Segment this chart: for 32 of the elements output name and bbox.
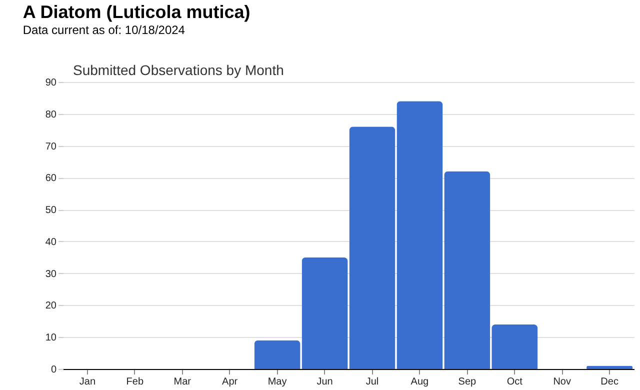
x-tick-label: Nov bbox=[553, 376, 571, 388]
x-tick-label: Apr bbox=[222, 376, 238, 388]
y-tick-label: 20 bbox=[45, 300, 57, 312]
y-tick-label: 80 bbox=[45, 109, 57, 120]
bar bbox=[492, 324, 538, 369]
y-tick-label: 0 bbox=[50, 364, 57, 376]
x-tick-label: Mar bbox=[174, 376, 192, 388]
bar bbox=[444, 171, 490, 369]
bar bbox=[254, 340, 300, 369]
bar bbox=[396, 101, 443, 369]
y-tick-label: 40 bbox=[45, 236, 57, 248]
text: Submitted Observations by Month bbox=[73, 62, 284, 78]
x-tick-label: Jun bbox=[316, 376, 333, 388]
y-tick-label: 90 bbox=[45, 78, 57, 88]
y-tick-label: 30 bbox=[45, 268, 57, 280]
x-tick-label: Feb bbox=[126, 376, 144, 388]
x-tick-label: Dec bbox=[600, 376, 618, 388]
y-tick-label: 10 bbox=[45, 332, 57, 344]
x-tick-label: Sep bbox=[458, 376, 476, 388]
chart-subtitle: Data current as of: 10/18/2024 bbox=[22, 23, 186, 37]
y-tick-label: 50 bbox=[45, 205, 57, 216]
x-tick-label: Jul bbox=[366, 376, 379, 388]
y-tick-label: 70 bbox=[45, 141, 57, 152]
bar bbox=[349, 126, 396, 369]
x-tick-label: May bbox=[268, 376, 287, 388]
bar bbox=[302, 257, 348, 369]
x-tick-label: Aug bbox=[410, 376, 429, 388]
x-tick-label: Oct bbox=[506, 376, 523, 388]
chart-title: A Diatom (Luticola mutica) bbox=[22, 2, 250, 22]
x-tick-label: Jan bbox=[79, 376, 96, 388]
y-tick-label: 60 bbox=[45, 173, 57, 184]
bar bbox=[586, 366, 633, 369]
